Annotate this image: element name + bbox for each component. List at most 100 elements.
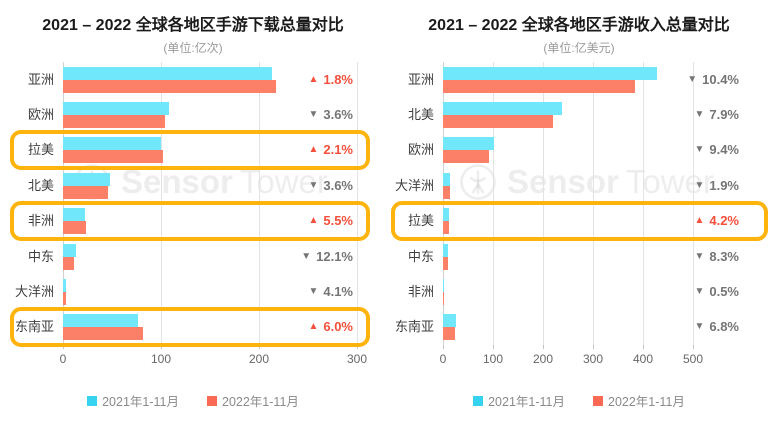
trend-down-icon: ▼ bbox=[694, 321, 705, 333]
change-value: 5.5% bbox=[323, 213, 353, 229]
change-indicator: ▼ 7.9% bbox=[694, 106, 739, 124]
change-value: 6.0% bbox=[323, 319, 353, 335]
legend-label: 2021年1-11月 bbox=[488, 395, 565, 409]
trend-down-icon: ▼ bbox=[694, 285, 705, 297]
sensortower-logo-icon bbox=[460, 164, 496, 200]
axis-tick bbox=[593, 345, 594, 349]
bar-2021 bbox=[63, 243, 76, 257]
bar-2022 bbox=[443, 115, 553, 129]
bar-2022 bbox=[443, 327, 455, 341]
x-tick-label: 0 bbox=[439, 352, 447, 366]
change-value: 9.4% bbox=[709, 142, 739, 158]
bar-2022 bbox=[63, 150, 163, 164]
trend-down-icon: ▼ bbox=[308, 179, 319, 191]
change-value: 4.2% bbox=[709, 213, 739, 229]
category-label: 欧洲 bbox=[407, 142, 434, 158]
category-label: 东南亚 bbox=[14, 319, 54, 335]
x-tick-label: 500 bbox=[682, 352, 704, 366]
downloads-plot-area: 0 100 200 300 亚洲 ▲ 1.8% 欧洲 ▼ 3.6% 拉美 ▲ 2.1% 北美 ▼ 3.6% 非洲… bbox=[0, 62, 386, 366]
legend-label: 2022年1-11月 bbox=[222, 395, 299, 409]
highlight-box bbox=[10, 130, 370, 171]
sensortower-watermark: Sensor Tower bbox=[458, 162, 714, 202]
trend-down-icon: ▼ bbox=[694, 250, 705, 262]
bar-2022 bbox=[63, 256, 75, 270]
downloads-chart-unit: (单位:亿次) bbox=[163, 41, 223, 55]
bar-2022 bbox=[443, 79, 635, 93]
legend-swatch bbox=[593, 395, 603, 406]
highlight-box bbox=[391, 201, 768, 242]
x-tick-label: 300 bbox=[346, 352, 368, 366]
change-value: 10.4% bbox=[702, 71, 739, 87]
change-indicator: ▼ 8.3% bbox=[694, 248, 739, 266]
trend-up-icon: ▲ bbox=[308, 144, 319, 156]
legend-item: 2021年1-11月 bbox=[473, 391, 565, 410]
x-tick-label: 300 bbox=[582, 352, 604, 366]
bar-2021 bbox=[63, 278, 66, 292]
category-label: 非洲 bbox=[407, 283, 434, 299]
x-tick-label: 0 bbox=[59, 352, 67, 366]
legend-label: 2021年1-11月 bbox=[102, 395, 179, 409]
trend-down-icon: ▼ bbox=[308, 285, 319, 297]
trend-up-icon: ▲ bbox=[308, 215, 319, 227]
highlight-box bbox=[10, 307, 370, 348]
bar-2021 bbox=[443, 66, 657, 80]
axis-tick bbox=[643, 345, 644, 349]
change-value: 12.1% bbox=[316, 248, 353, 264]
revenue-chart-title: 2021 – 2022 全球各地区手游收入总量对比 bbox=[428, 17, 730, 34]
bar-2022 bbox=[443, 291, 444, 305]
legend-item: 2021年1-11月 bbox=[87, 391, 179, 410]
trend-down-icon: ▼ bbox=[694, 179, 705, 191]
change-indicator: ▼ 0.5% bbox=[694, 283, 739, 301]
trend-up-icon: ▲ bbox=[308, 321, 319, 333]
downloads-chart-panel: 2021 – 2022 全球各地区手游下载总量对比 (单位:亿次) Sensor… bbox=[0, 17, 386, 410]
bar-2021 bbox=[443, 172, 450, 186]
bar-2021 bbox=[443, 102, 562, 116]
legend-label: 2022年1-11月 bbox=[608, 395, 685, 409]
revenue-chart-legend: 2021年1-11月 2022年1-11月 bbox=[386, 391, 772, 410]
change-value: 6.8% bbox=[709, 319, 739, 335]
watermark-word-tower: Tower bbox=[625, 163, 714, 200]
bar-2021 bbox=[443, 137, 494, 151]
bar-2021 bbox=[443, 278, 444, 292]
bar-2021 bbox=[63, 66, 272, 80]
bar-2022 bbox=[63, 327, 143, 341]
category-label: 拉美 bbox=[27, 142, 54, 158]
bar-2021 bbox=[63, 102, 169, 116]
legend-swatch bbox=[87, 395, 98, 406]
bar-2021 bbox=[443, 208, 449, 222]
revenue-plot-area: 0 100 200 300 400 500 亚洲 ▼ 10.4% 北美 ▼ 7.9% 欧洲 ▼ 9.4% 大洋… bbox=[386, 62, 772, 366]
change-indicator: ▼ 3.6% bbox=[308, 106, 353, 124]
x-tick-label: 200 bbox=[532, 352, 554, 366]
legend-item: 2022年1-11月 bbox=[207, 391, 299, 410]
axis-tick bbox=[693, 345, 694, 349]
change-value: 7.9% bbox=[709, 107, 739, 123]
change-indicator: ▲ 6.0% bbox=[308, 318, 353, 336]
category-label: 拉美 bbox=[407, 213, 434, 229]
change-value: 4.1% bbox=[323, 283, 353, 299]
category-label: 东南亚 bbox=[394, 319, 434, 335]
axis-tick bbox=[493, 345, 494, 349]
change-indicator: ▲ 1.8% bbox=[308, 71, 353, 89]
trend-down-icon: ▼ bbox=[301, 250, 312, 262]
category-label: 亚洲 bbox=[27, 71, 54, 87]
axis-tick bbox=[543, 345, 544, 349]
axis-tick bbox=[443, 345, 444, 349]
change-value: 3.6% bbox=[323, 107, 353, 123]
bar-2021 bbox=[63, 314, 139, 328]
category-label: 大洋洲 bbox=[394, 177, 434, 193]
change-indicator: ▼ 4.1% bbox=[308, 283, 353, 301]
bar-2021 bbox=[63, 137, 161, 151]
change-value: 1.9% bbox=[709, 177, 739, 193]
bar-2022 bbox=[443, 256, 448, 270]
change-value: 0.5% bbox=[709, 283, 739, 299]
bar-2022 bbox=[443, 150, 489, 164]
bar-2022 bbox=[63, 221, 86, 235]
category-label: 北美 bbox=[27, 177, 54, 193]
bar-2022 bbox=[63, 185, 109, 199]
legend-swatch bbox=[473, 395, 484, 406]
revenue-chart-panel: 2021 – 2022 全球各地区手游收入总量对比 (单位:亿美元) Senso… bbox=[386, 0, 772, 421]
category-label: 非洲 bbox=[27, 213, 54, 229]
watermark-word-sensor: Sensor bbox=[507, 163, 619, 200]
bar-2021 bbox=[63, 172, 111, 186]
bar-2022 bbox=[63, 79, 276, 93]
